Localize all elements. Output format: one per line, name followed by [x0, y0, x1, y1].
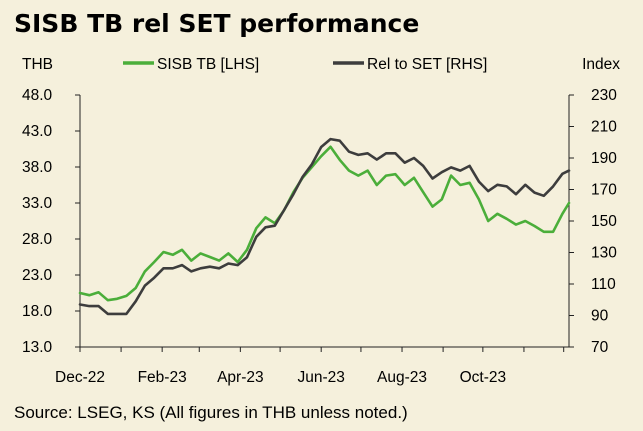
legend-label-sisb: SISB TB [LHS] — [157, 56, 259, 73]
x-ticks: Dec-22 Feb-23 Apr-23 Jun-23 Aug-23 Oct-23 — [55, 347, 565, 386]
right-tick-label: 230 — [591, 87, 617, 104]
right-tick-label: 70 — [591, 339, 609, 356]
right-tick-label: 190 — [591, 150, 617, 167]
legend: SISB TB [LHS] Rel to SET [RHS] — [123, 56, 487, 73]
left-tick-label: 13.0 — [22, 339, 53, 356]
x-tick-label: Apr-23 — [217, 369, 264, 386]
right-tick-label: 110 — [591, 276, 616, 293]
left-tick-label: 38.0 — [22, 159, 53, 176]
legend-label-rel-set: Rel to SET [RHS] — [367, 56, 487, 73]
right-tick-label: 90 — [591, 308, 609, 325]
x-tick-label: Dec-22 — [55, 369, 105, 386]
series-line-rel-set — [78, 137, 571, 316]
x-tick-label: Jun-23 — [297, 369, 344, 386]
left-tick-label: 48.0 — [22, 87, 53, 104]
axes — [79, 95, 570, 348]
right-axis-label: Index — [582, 56, 620, 73]
series-group — [78, 137, 571, 316]
left-tick-label: 28.0 — [22, 231, 53, 248]
x-tick-label: Aug-23 — [377, 369, 427, 386]
left-tick-label: 23.0 — [22, 267, 53, 284]
left-tick-label: 18.0 — [22, 303, 53, 320]
left-tick-label: 33.0 — [22, 195, 53, 212]
right-tick-label: 130 — [591, 245, 617, 262]
left-axis-label: THB — [22, 56, 53, 73]
right-tick-label: 170 — [591, 182, 617, 199]
right-tick-label: 210 — [591, 119, 617, 136]
source-note: Source: LSEG, KS (All figures in THB unl… — [14, 403, 408, 422]
x-tick-label: Feb-23 — [138, 369, 187, 386]
left-tick-label: 43.0 — [22, 123, 53, 140]
right-y-ticks: 70 90 110 130 150 170 190 210 230 — [569, 87, 617, 356]
left-y-ticks: 13.0 18.0 23.0 28.0 33.0 38.0 43.0 48.0 — [22, 87, 80, 356]
right-tick-label: 150 — [591, 213, 617, 230]
x-tick-label: Oct-23 — [460, 369, 507, 386]
chart-title: SISB TB rel SET performance — [14, 9, 419, 38]
series-line-sisb — [78, 145, 571, 302]
